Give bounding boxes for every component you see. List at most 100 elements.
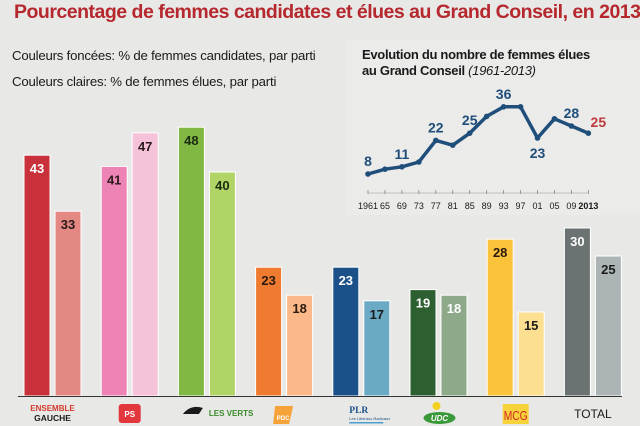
data-point (416, 159, 422, 165)
verts-logo-bird (182, 406, 203, 414)
logo-text: ENSEMBLE (30, 404, 75, 413)
bar-value-label: 25 (601, 262, 615, 277)
udc-logo-sun (432, 402, 441, 410)
bar-candidates (486, 238, 514, 397)
x-tick-label: 81 (448, 201, 458, 211)
plr-logo-underline (349, 422, 384, 424)
bar-elected (594, 255, 622, 397)
party-logo-7: TOTAL (574, 407, 612, 421)
x-tick-label: 01 (532, 201, 542, 211)
bar-elected (286, 294, 314, 397)
bar-value-label: 19 (416, 296, 430, 311)
party-logo-1: PS (118, 404, 141, 423)
bar-value-label: 23 (261, 273, 275, 288)
point-value-label: 11 (394, 146, 409, 162)
line-chart-panel (346, 40, 640, 215)
mcg-logo-shape (502, 404, 529, 424)
party-logo-6: MCG (502, 404, 529, 424)
data-point (449, 142, 456, 148)
bar-value-label: 23 (339, 273, 353, 288)
x-tick-label: 89 (482, 201, 492, 211)
x-tick-label: 93 (499, 201, 509, 211)
x-tick-label: 97 (516, 201, 526, 211)
ps-logo-shape (118, 404, 141, 423)
data-point (534, 135, 541, 141)
party-logo-5: UDC (423, 402, 456, 424)
data-point (483, 113, 490, 120)
point-value-label: 28 (564, 105, 580, 121)
logo-text: PLR (349, 406, 368, 416)
logo-text: PS (124, 410, 135, 419)
point-value-label: 25 (591, 114, 607, 130)
point-value-label: 36 (496, 86, 512, 102)
x-tick-label: 77 (431, 201, 441, 211)
point-value-label: 8 (364, 153, 372, 169)
bar-candidates (409, 289, 437, 397)
x-tick-label: 73 (414, 201, 424, 211)
bar-value-label: 33 (61, 217, 75, 232)
data-point (585, 130, 592, 136)
bar-value-label: 15 (524, 318, 538, 333)
bar-value-label: 43 (30, 161, 44, 176)
data-point (568, 123, 575, 129)
bar-value-label: 28 (493, 245, 507, 260)
data-point (382, 166, 388, 172)
point-value-label: 22 (428, 119, 444, 135)
legend-dark-colors: Couleurs foncées: % de femmes candidates… (12, 48, 316, 63)
udc-logo-shape (423, 412, 456, 424)
logo-text: GAUCHE (34, 413, 71, 423)
bar-value-label: 18 (447, 301, 461, 316)
x-tick-label: 85 (465, 201, 475, 211)
data-point (433, 137, 439, 144)
bar-value-label: 17 (370, 307, 384, 322)
bar-candidates (177, 126, 205, 397)
bar-elected (440, 294, 468, 397)
logo-text: Les Libéraux-Radicaux (349, 416, 390, 421)
logo-text: LES VERTS (209, 409, 254, 418)
data-point (399, 164, 405, 170)
bar-value-label: 48 (184, 133, 198, 148)
x-tick-label: 69 (397, 201, 407, 211)
bar-candidates (332, 266, 360, 397)
bar-elected (54, 210, 82, 397)
data-point (517, 104, 524, 110)
party-logo-2: LES VERTS (182, 406, 254, 418)
pdc-logo-shape (273, 406, 294, 424)
bar-value-label: 18 (292, 301, 306, 316)
chart-title: Pourcentage de femmes candidates et élue… (14, 1, 640, 23)
line-chart-title-line2: au Grand Conseil (362, 62, 465, 78)
bar-value-label: 47 (138, 139, 152, 154)
bar-value-label: 40 (215, 178, 229, 193)
x-tick-label: 05 (549, 201, 559, 211)
logo-text: PDC (277, 416, 290, 422)
logo-text: MCG (504, 408, 528, 423)
bar-candidates (563, 227, 591, 397)
x-tick-label: 09 (566, 201, 576, 211)
data-point (500, 104, 507, 110)
line-chart-title-line1: Evolution du nombre de femmes élues (362, 47, 590, 62)
bar-candidates (23, 154, 51, 397)
line-chart-title: Evolution du nombre de femmes élues au G… (362, 47, 590, 78)
x-tick-label: 2013 (578, 201, 598, 211)
data-point (466, 130, 473, 136)
bar-value-label: 41 (107, 172, 121, 187)
category-label: TOTAL (574, 407, 612, 421)
line-chart-period: (1961-2013) (468, 62, 536, 78)
bar-elected (131, 132, 159, 397)
party-logo-3: PDC (273, 406, 294, 424)
bar-value-label: 30 (570, 234, 584, 249)
logo-text: UDC (431, 414, 449, 423)
data-point (365, 171, 371, 177)
point-value-label: 23 (530, 145, 546, 161)
series-line (366, 105, 591, 176)
bar-elected (208, 171, 236, 397)
point-value-label: 25 (462, 112, 478, 128)
data-point (551, 116, 558, 122)
x-tick-label: 65 (380, 201, 390, 211)
x-tick-label: 1961 (358, 201, 378, 211)
bar-elected (517, 311, 545, 397)
